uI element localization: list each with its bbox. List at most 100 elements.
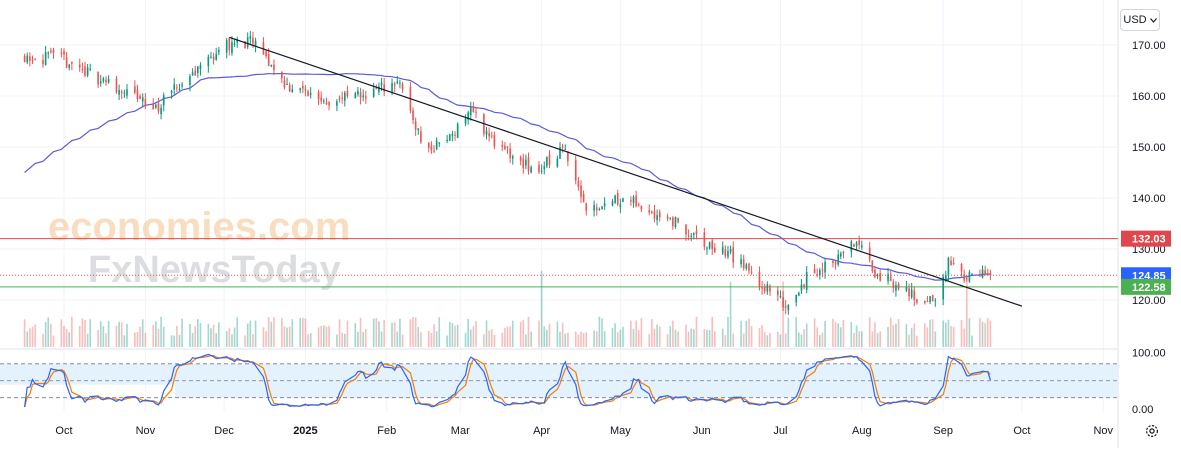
candle-body xyxy=(960,263,963,272)
volume-bar xyxy=(582,332,585,347)
volume-bar xyxy=(824,320,826,347)
x-tick-label: May xyxy=(610,425,631,437)
volume-bar xyxy=(467,318,469,347)
stochastic-pane xyxy=(0,353,1118,408)
y-tick-label: 130.00 xyxy=(1132,244,1166,256)
watermark-fxnewstoday: FxNewsToday xyxy=(88,249,341,291)
price-tag-support xyxy=(1121,278,1171,295)
candle-body xyxy=(708,242,711,249)
candle-body xyxy=(451,134,454,136)
candle-body xyxy=(693,233,695,235)
candle-body xyxy=(895,285,897,291)
volume-bar xyxy=(354,323,357,347)
currency-button[interactable]: USD xyxy=(1120,9,1160,31)
candle-body xyxy=(399,82,401,84)
candle-body xyxy=(540,170,543,172)
candle-body xyxy=(577,180,580,187)
volume-bar xyxy=(189,323,191,347)
volume-bar xyxy=(328,325,330,347)
axes: 170.00 160.00 150.00 140.00 130.00 120.00 100.… xyxy=(55,40,1165,437)
candle-body xyxy=(908,288,910,297)
candle-body xyxy=(923,301,926,303)
candle-body xyxy=(556,158,559,167)
candle-body xyxy=(598,208,601,210)
candle-body xyxy=(687,235,690,237)
volume-bar xyxy=(346,320,349,347)
candle-body xyxy=(288,84,291,92)
price-tag-label: 122.58 xyxy=(1132,282,1166,294)
volume-bar xyxy=(438,317,441,347)
candle-body xyxy=(438,142,441,144)
volume-bar xyxy=(123,335,126,347)
settings-button[interactable] xyxy=(1142,421,1162,441)
volume-bar xyxy=(26,331,29,347)
volume-bar xyxy=(456,324,459,347)
volume-bar xyxy=(31,326,34,347)
volume-bar xyxy=(511,320,514,347)
candle-body xyxy=(787,304,790,311)
candle-body xyxy=(401,83,404,90)
volume-bar xyxy=(527,316,530,347)
volume-bar xyxy=(748,318,750,347)
candle-body xyxy=(585,203,588,211)
candle-body xyxy=(469,106,472,116)
volume-bar xyxy=(228,328,231,347)
candle-body xyxy=(758,271,761,288)
volume-bar xyxy=(317,327,320,347)
volume-bar xyxy=(805,323,808,347)
candle-body xyxy=(595,207,598,211)
chevron-down-icon xyxy=(1149,17,1157,23)
candle-body xyxy=(989,273,992,276)
volume-bar xyxy=(210,328,212,347)
candle-body xyxy=(71,62,73,64)
candle-body xyxy=(892,281,895,288)
candle-body xyxy=(740,259,742,265)
volume-bar xyxy=(446,335,448,347)
volume-bar xyxy=(769,332,771,347)
candle-body xyxy=(396,81,399,84)
volume-bar xyxy=(47,317,50,347)
volume-bar xyxy=(766,335,769,347)
volume-bar xyxy=(669,325,672,347)
volume-bar xyxy=(52,335,55,347)
candle-body xyxy=(842,251,845,254)
candle-body xyxy=(162,95,165,106)
stochastic-k-line xyxy=(24,353,991,408)
candle-body xyxy=(304,89,307,91)
candle-body xyxy=(134,86,136,93)
volume-bar xyxy=(60,319,63,347)
candle-body xyxy=(504,145,506,150)
candle-body xyxy=(362,95,364,98)
candle-body xyxy=(414,121,417,130)
volume-bar xyxy=(359,317,362,347)
candle-body xyxy=(564,149,567,151)
volume-bar xyxy=(249,320,252,347)
candle-body xyxy=(721,246,724,254)
volume-bar xyxy=(703,328,706,347)
volume-bar xyxy=(538,320,540,347)
volume-bar xyxy=(821,332,824,347)
volume-bar xyxy=(44,321,47,347)
candle-body xyxy=(317,91,320,100)
candle-body xyxy=(448,134,451,141)
x-tick-label: Nov xyxy=(136,425,156,437)
x-tick-label: Jul xyxy=(773,425,787,437)
volume-bar xyxy=(908,334,910,347)
candle-body xyxy=(155,104,157,108)
candle-body xyxy=(194,70,197,76)
candle-body xyxy=(359,92,362,98)
volume-bar xyxy=(942,320,944,347)
volume-bars xyxy=(23,271,992,347)
candle-body xyxy=(874,269,876,278)
candle-body xyxy=(254,40,257,47)
volume-bar xyxy=(246,323,249,347)
volume-bar xyxy=(813,318,816,347)
volume-bar xyxy=(309,333,312,347)
y-tick-label: 160.00 xyxy=(1132,91,1166,103)
x-tick-label: Mar xyxy=(451,425,470,437)
candle-body xyxy=(656,215,658,221)
volume-bar xyxy=(252,334,254,347)
candle-body xyxy=(546,157,548,167)
candle-body xyxy=(244,41,246,49)
